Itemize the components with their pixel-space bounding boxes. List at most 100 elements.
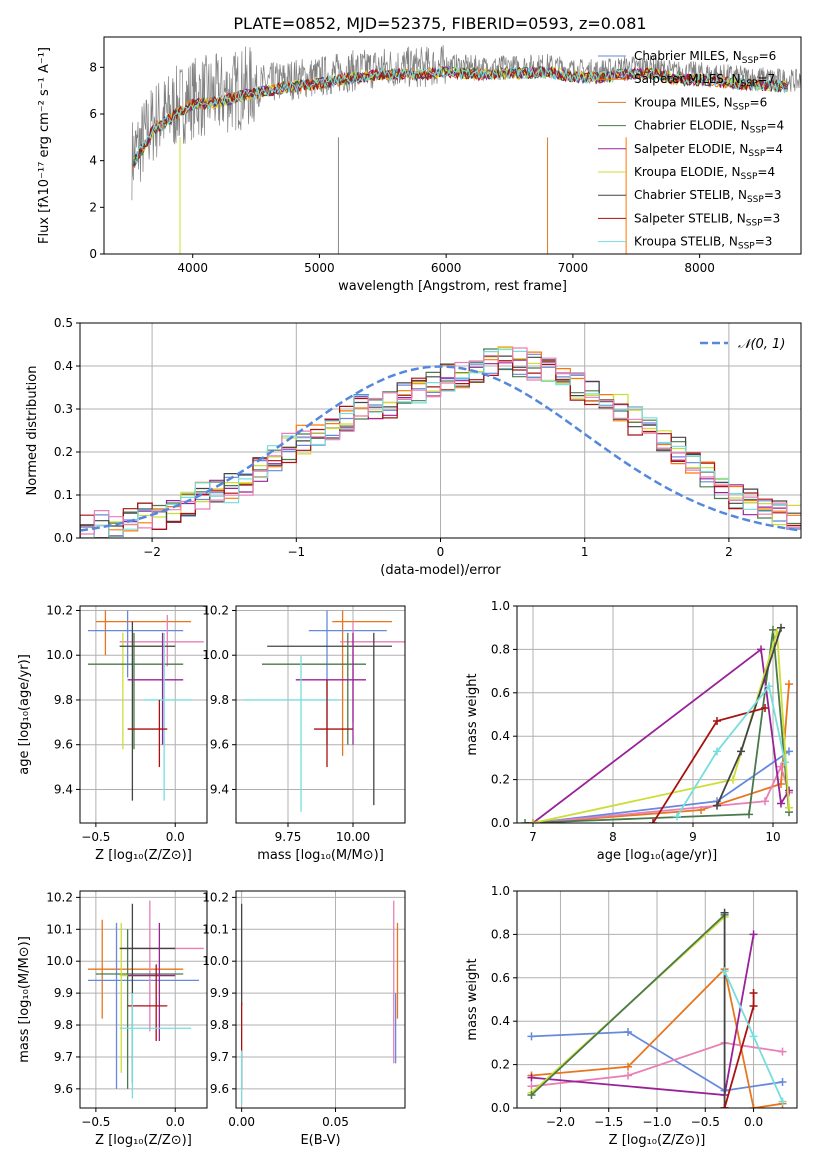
- y-tick-label: 0.2: [54, 445, 73, 459]
- x-tick-label: −0.5: [691, 1115, 720, 1129]
- legend-label: Salpeter STELIB, NSSP=3: [634, 211, 780, 228]
- y-tick-label: 9.6: [54, 1082, 73, 1096]
- plot-area: [87, 610, 204, 801]
- subscript: SSP: [733, 102, 750, 112]
- y-tick-label: 2: [89, 200, 97, 214]
- normal-curve: [80, 365, 801, 532]
- x-tick-label: 10.00: [336, 830, 370, 844]
- y-axis-label: mass [log₁₀(M/M⊙)]: [17, 936, 32, 1063]
- y-tick-label: 10.2: [202, 890, 229, 904]
- x-axis-label: wavelength [Angstrom, rest frame]: [338, 279, 567, 294]
- x-axis-label: age [log₁₀(age/yr)]: [597, 848, 718, 863]
- weight-series: [524, 629, 790, 823]
- weight-marker: [777, 762, 785, 771]
- y-tick-label: 0.3: [54, 402, 73, 416]
- y-tick-label: 9.6: [210, 738, 229, 752]
- y-tick-label: 9.7: [54, 1050, 73, 1064]
- y-tick-label: 10.2: [46, 603, 73, 617]
- plot-area: [131, 45, 801, 254]
- weight-marker: [778, 1047, 787, 1056]
- chart-panel-2: −2 −1 0 1 2 0.0 0.1 0.2 0.3 0.4 0.5 (data-model)/er…: [25, 316, 802, 578]
- y-tick-label: 0.2: [491, 1058, 510, 1072]
- weight-marker: [781, 758, 789, 767]
- x-tick-label: −0.5: [81, 1115, 110, 1129]
- weight-marker: [737, 747, 745, 756]
- weight-marker: [673, 812, 681, 821]
- y-tick-label: 0.1: [54, 488, 73, 502]
- legend-value: =4: [757, 165, 775, 179]
- subscript: SSP: [742, 56, 759, 66]
- axes-frame: [79, 605, 208, 824]
- weight-marker: [745, 810, 753, 819]
- x-tick-label: 7000: [558, 261, 589, 275]
- y-tick-label: 9.8: [210, 693, 229, 707]
- y-tick-label: 9.8: [54, 1018, 73, 1032]
- axes-frame: [79, 322, 802, 539]
- weight-marker: [749, 988, 758, 997]
- weight-marker: [624, 1062, 633, 1071]
- chart-panel-4: 9.75 10.00 9.4 9.6 9.8 10.0 10.2 mass [log₁₀(M/…: [202, 603, 406, 863]
- x-tick-label: 0.05: [322, 1115, 349, 1129]
- x-tick-label: 9: [689, 830, 697, 844]
- y-tick-label: 9.7: [210, 1050, 229, 1064]
- weight-marker: [527, 1032, 536, 1041]
- x-axis-label: E(B-V): [300, 1133, 340, 1148]
- x-tick-label: −0.5: [81, 830, 110, 844]
- legend-label: Chabrier STELIB, NSSP=3: [634, 188, 782, 205]
- figure-title: PLATE=0852, MJD=52375, FIBERID=0593, z=0…: [233, 14, 646, 33]
- y-axis-label: mass weight: [465, 673, 480, 755]
- weight-series: [532, 647, 790, 823]
- y-tick-label: 0.0: [491, 816, 510, 830]
- axes-frame: [103, 36, 802, 255]
- legend-value: =4: [766, 119, 784, 133]
- y-tick-label: 9.6: [54, 738, 73, 752]
- y-tick-label: 10.0: [46, 648, 73, 662]
- y-axis-label: Flux [fλ10⁻¹⁷ erg cm⁻² s⁻¹ A⁻¹]: [37, 47, 52, 244]
- x-tick-label: −1: [287, 545, 305, 559]
- y-tick-label: 10.0: [46, 954, 73, 968]
- x-tick-label: 0: [437, 545, 445, 559]
- weight-marker: [720, 967, 729, 976]
- x-tick-label: 0.0: [744, 1115, 763, 1129]
- x-axis-label: (data-model)/error: [380, 563, 501, 578]
- y-tick-label: 4: [89, 154, 97, 168]
- y-tick-label: 10.1: [202, 922, 229, 936]
- x-tick-label: −2.0: [546, 1115, 575, 1129]
- weight-marker: [720, 1104, 729, 1108]
- subscript: SSP: [746, 218, 763, 228]
- subscript: SSP: [741, 172, 758, 182]
- y-tick-label: 0.2: [491, 773, 510, 787]
- chart-panel-1: 4000 5000 6000 7000 8000 0 2 4 6 8 wavelength [Ang…: [37, 36, 802, 294]
- y-tick-label: 0.0: [491, 1101, 510, 1115]
- x-axis-label: mass [log₁₀(M/M⊙)]: [257, 848, 384, 863]
- weight-series: [531, 1041, 783, 1088]
- weight-marker: [527, 1090, 536, 1099]
- y-tick-label: 0.0: [54, 531, 73, 545]
- x-tick-label: 5000: [304, 261, 335, 275]
- plot-area: [243, 610, 405, 812]
- axes-frame: [516, 890, 798, 1109]
- weight-marker: [761, 797, 769, 806]
- y-tick-label: 10.0: [202, 954, 229, 968]
- x-tick-label: 7: [529, 830, 537, 844]
- weight-marker: [521, 819, 529, 823]
- weight-marker: [778, 1097, 787, 1106]
- weight-marker: [713, 747, 721, 756]
- x-tick-label: 1: [581, 545, 589, 559]
- legend-value: =3: [764, 188, 782, 202]
- y-axis-label: Normed distribution: [25, 366, 40, 496]
- plot-area: [521, 623, 793, 823]
- plot-area: [240, 900, 399, 1105]
- weight-marker: [624, 1071, 633, 1080]
- chart-panel-7: 0.00 0.05 9.6 9.7 9.8 9.9 10.0 10.1 10.2 E(B-V): [202, 890, 406, 1148]
- legend-label: 𝒩(0, 1): [738, 337, 785, 352]
- weight-marker: [785, 786, 793, 795]
- x-tick-label: 9.75: [275, 830, 302, 844]
- plot-area: [527, 908, 787, 1108]
- weight-series: [532, 684, 790, 823]
- y-tick-label: 0.8: [491, 642, 510, 656]
- weight-marker: [765, 682, 773, 691]
- weight-series: [530, 914, 726, 1096]
- weight-marker: [749, 1104, 758, 1108]
